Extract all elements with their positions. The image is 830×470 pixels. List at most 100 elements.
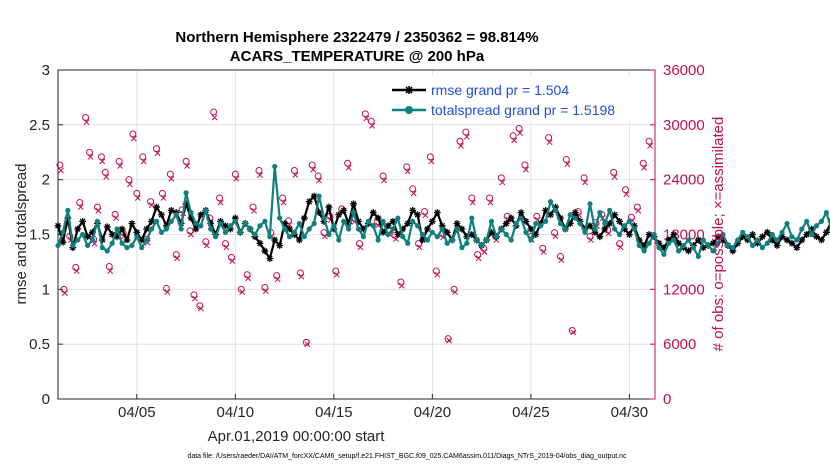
spread-point — [685, 237, 692, 243]
spread-point — [592, 226, 598, 232]
spread-point — [247, 226, 253, 232]
rmse-point — [616, 217, 623, 225]
rmse-point — [59, 238, 67, 246]
y-tick-label: 0 — [42, 391, 50, 408]
obs-assimilated-point — [304, 341, 311, 348]
obs-assimilated-point — [73, 268, 80, 275]
spread-line — [56, 165, 830, 258]
rmse-point — [227, 225, 234, 233]
spread-point — [222, 229, 229, 235]
spread-point — [99, 245, 105, 251]
rmse-point — [488, 228, 495, 236]
spread-point — [188, 209, 194, 216]
rmse-point — [79, 217, 87, 225]
obs-assimilated-point — [522, 166, 529, 173]
obs-assimilated-point — [428, 158, 435, 165]
rmse-point — [808, 225, 816, 233]
obs-assimilated-point — [546, 139, 553, 146]
spread-point — [119, 240, 125, 246]
rmse-point — [123, 236, 131, 244]
spread-point — [168, 218, 174, 224]
spread-point — [666, 240, 672, 246]
spread-point — [267, 234, 273, 240]
rmse-point — [266, 255, 274, 263]
y2-tick-label: 6000 — [663, 336, 696, 353]
obs-assimilated-point — [517, 130, 523, 137]
spread-point — [503, 231, 509, 238]
rmse-point — [84, 233, 91, 241]
spread-point — [134, 234, 140, 240]
spread-point — [80, 231, 86, 238]
spread-point — [582, 229, 588, 235]
spread-point — [262, 218, 268, 224]
rmse-point — [793, 244, 801, 252]
rmse-point — [379, 228, 387, 236]
spread-point — [124, 245, 130, 251]
spread-point — [547, 199, 554, 205]
spread-point — [597, 209, 603, 216]
obs-assimilated-point — [588, 237, 594, 243]
obs-assimilated-point — [229, 258, 236, 264]
rmse-point — [542, 206, 550, 214]
rmse-point — [281, 220, 288, 227]
obs-assimilated-point — [298, 273, 305, 280]
obs-possible-point — [610, 168, 618, 176]
rmse-point — [665, 236, 673, 244]
spread-point — [375, 237, 381, 243]
rmse-point — [64, 214, 72, 222]
rmse-point — [571, 209, 579, 216]
obs-assimilated-point — [422, 212, 429, 219]
obs-possible-point — [237, 285, 245, 293]
rmse-point — [438, 222, 446, 230]
spread-point — [444, 240, 450, 246]
obs-possible-point — [139, 153, 147, 161]
spread-point — [410, 218, 416, 224]
rmse-point — [310, 192, 318, 200]
spread-point — [651, 231, 657, 238]
y2-tick-label: 30000 — [663, 117, 705, 134]
spread-point — [823, 209, 830, 216]
obs-possible-point — [279, 194, 287, 202]
spread-point — [203, 207, 209, 213]
obs-assimilated-point — [168, 175, 175, 182]
rmse-point — [138, 236, 146, 244]
spread-point — [813, 223, 820, 229]
legend: rmse grand pr = 1.504 totalspread grand … — [388, 76, 652, 122]
spread-point — [695, 253, 701, 260]
spread-point — [291, 229, 298, 235]
spread-point — [646, 240, 652, 246]
obs-possible-point — [409, 185, 417, 193]
legend-box — [388, 76, 652, 122]
spread-point — [129, 242, 135, 249]
rmse-point — [113, 233, 121, 241]
obs-possible-point — [521, 161, 529, 169]
spread-point — [296, 220, 302, 227]
spread-point — [178, 226, 184, 232]
spread-point — [55, 242, 61, 249]
obs-assimilated-point — [239, 289, 246, 296]
spread-point — [523, 229, 529, 235]
rmse-point — [778, 233, 786, 241]
y-tick-label: 3 — [42, 62, 50, 79]
spread-point — [636, 242, 642, 249]
obs-assimilated-point — [164, 289, 171, 296]
obs-assimilated-point — [203, 242, 210, 249]
obs-possible-point — [639, 159, 647, 167]
obs-assimilated-point — [262, 288, 269, 295]
obs-assimilated-point — [217, 199, 224, 206]
rmse-point — [611, 211, 619, 219]
rmse-point — [699, 244, 707, 252]
rmse-point — [719, 236, 727, 244]
obs-assimilated-point — [113, 215, 120, 222]
spread-point — [474, 237, 480, 243]
spread-point — [183, 190, 189, 196]
rmse-point — [148, 217, 155, 225]
obs-possible-point — [56, 161, 64, 169]
obs-possible-point — [290, 167, 298, 175]
obs-assimilated-point — [184, 163, 191, 169]
y-axis-left: 0 0.5 1 1.5 2 2.5 3 — [29, 62, 63, 408]
obs-assimilated-point — [582, 179, 589, 186]
obs-assimilated-point — [58, 167, 64, 174]
rmse-point — [507, 214, 515, 222]
